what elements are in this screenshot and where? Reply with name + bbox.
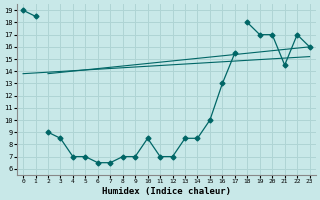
X-axis label: Humidex (Indice chaleur): Humidex (Indice chaleur): [102, 187, 231, 196]
